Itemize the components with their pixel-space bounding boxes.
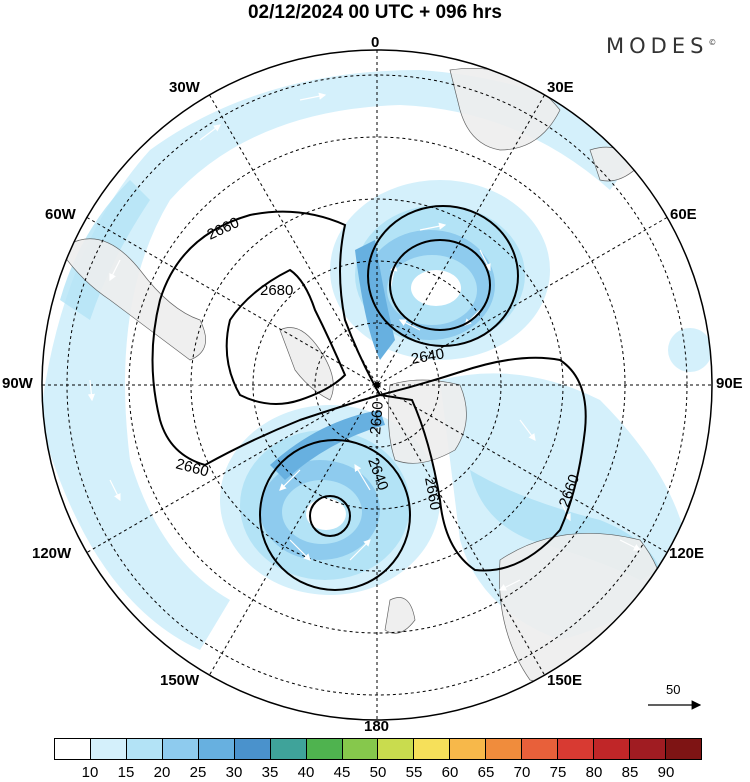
colorbar-cell: [198, 739, 235, 759]
colorbar-cell: [414, 739, 451, 759]
lon-label-150w: 150W: [160, 672, 200, 689]
contour-label: 2660: [367, 401, 387, 436]
colorbar-cell: [162, 739, 199, 759]
colorbar-tick-label: 80: [585, 764, 603, 781]
colorbar-tick-label: 25: [189, 764, 207, 781]
lon-label-0: 0: [371, 34, 380, 51]
colorbar-tick-label: 85: [621, 764, 639, 781]
brand-text: MODES: [606, 34, 709, 58]
wind-vectors: [87, 92, 642, 591]
contour-label: 2660: [421, 476, 444, 512]
contour-label: 2680: [260, 282, 293, 299]
lon-label-90e: 90E: [716, 375, 743, 392]
colorbar-cell: [306, 739, 343, 759]
lon-label-120w: 120W: [32, 545, 72, 562]
copyright-mark: ©: [708, 38, 717, 47]
colorbar-cell: [234, 739, 271, 759]
lon-label-60e: 60E: [670, 206, 697, 223]
lon-label-30e: 30E: [547, 79, 574, 96]
lon-label-30w: 30W: [169, 79, 200, 96]
colorbar-tick-label: 90: [657, 764, 675, 781]
colorbar-tick-label: 35: [261, 764, 279, 781]
lon-label-60w: 60W: [45, 206, 76, 223]
graticule: [42, 50, 712, 720]
colorbar-tick-label: 70: [513, 764, 531, 781]
colorbar-tick-label: 15: [117, 764, 135, 781]
colorbar-tick-label: 45: [333, 764, 351, 781]
map-title: 02/12/2024 00 UTC + 096 hrs: [247, 2, 503, 23]
colorbar-cell: [378, 739, 415, 759]
colorbar-cell: [55, 739, 91, 759]
colorbar-cell: [270, 739, 307, 759]
colorbar-tick-label: 50: [369, 764, 387, 781]
lon-label-120e: 120E: [669, 545, 705, 562]
modes-logo: MODES©: [606, 34, 716, 58]
colorbar-tick-label: 75: [549, 764, 567, 781]
colorbar-tick-label: 60: [441, 764, 459, 781]
colorbar-tick-label: 40: [297, 764, 315, 781]
contour-label: 2640: [410, 345, 446, 368]
colorbar-cell: [450, 739, 487, 759]
colorbar-tick-label: 10: [81, 764, 99, 781]
colorbar-cell: [522, 739, 559, 759]
reference-vector-label: 50: [666, 682, 681, 697]
colorbar-tick-label: 20: [153, 764, 171, 781]
lon-label-150e: 150E: [547, 672, 583, 689]
colorbar-cell: [126, 739, 163, 759]
height-contours: [151, 205, 587, 591]
colorbar-tick-label: 65: [477, 764, 495, 781]
colorbar-cell: [558, 739, 595, 759]
colorbar-tick-label: 30: [225, 764, 243, 781]
colorbar-cell: [342, 739, 379, 759]
colorbar-tick-label: 55: [405, 764, 423, 781]
colorbar-cell: [90, 739, 127, 759]
map-border: [41, 49, 713, 721]
colorbar-cell: [486, 739, 523, 759]
colorbar-cell: [594, 739, 630, 759]
colorbar-cell: [665, 739, 701, 759]
south-pole-marker: [374, 382, 380, 388]
colorbar-cell: [630, 739, 666, 759]
lon-label-90w: 90W: [2, 375, 33, 392]
colorbar: [54, 738, 702, 760]
lon-label-180: 180: [364, 718, 390, 735]
